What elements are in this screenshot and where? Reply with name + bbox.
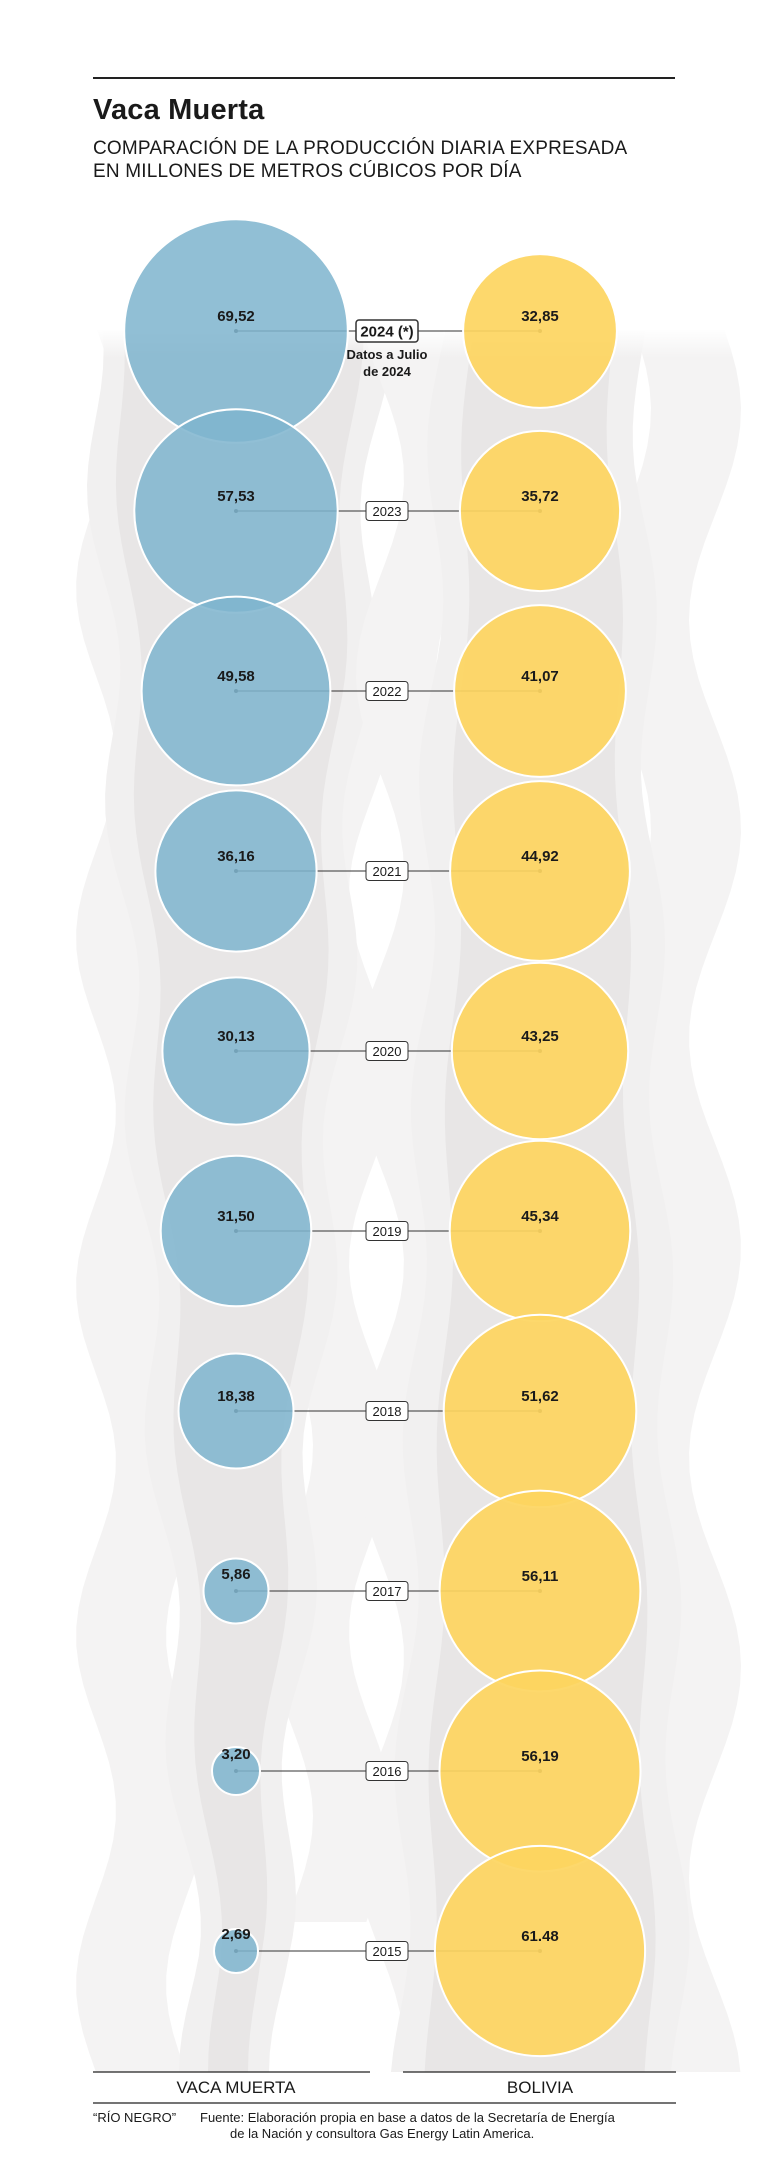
footer-credit: “RÍO NEGRO”	[93, 2110, 177, 2125]
value-label-vaca-muerta-4: 30,13	[217, 1028, 255, 1045]
year-label-0: 2024 (*)	[360, 324, 413, 341]
source-line-2: de la Nación y consultora Gas Energy Lat…	[230, 2126, 535, 2141]
value-label-vaca-muerta-2: 49,58	[217, 668, 255, 685]
value-label-vaca-muerta-1: 57,53	[217, 488, 255, 505]
subtitle-line-1: COMPARACIÓN DE LA PRODUCCIÓN DIARIA EXPR…	[93, 138, 628, 159]
bubble-vaca-muerta-6	[177, 1352, 295, 1470]
annotation-line-2: de 2024	[363, 364, 411, 379]
value-label-bolivia-8: 56,19	[521, 1748, 559, 1765]
subtitle-line-2: EN MILLONES DE METROS CÚBICOS POR DÍA	[93, 161, 522, 182]
bubble-bolivia-2	[453, 604, 627, 778]
value-label-bolivia-2: 41,07	[521, 668, 559, 685]
page-title: Vaca Muerta	[93, 94, 265, 126]
value-label-bolivia-5: 45,34	[521, 1208, 559, 1225]
value-label-bolivia-3: 44,92	[521, 848, 559, 865]
bubble-bolivia-3	[449, 780, 631, 962]
value-label-bolivia-7: 56,11	[522, 1568, 559, 1585]
year-label-2: 2022	[373, 684, 402, 699]
annotation-line-1: Datos a Julio	[347, 347, 428, 362]
year-box-8	[365, 1761, 409, 1781]
bubble-bolivia-8	[438, 1669, 642, 1873]
value-label-vaca-muerta-0: 69,52	[217, 308, 255, 325]
value-label-vaca-muerta-3: 36,16	[217, 848, 255, 865]
bubble-vaca-muerta-4	[161, 976, 311, 1126]
year-label-3: 2021	[373, 864, 402, 879]
value-label-bolivia-9: 61.48	[521, 1928, 559, 1945]
value-label-vaca-muerta-5: 31,50	[217, 1208, 255, 1225]
year-label-1: 2023	[373, 504, 402, 519]
right-outer-band-right	[599, 330, 741, 2072]
bubble-bolivia-5	[448, 1139, 632, 1323]
year-box-1	[365, 501, 409, 521]
bubble-vaca-muerta-8	[211, 1746, 261, 1796]
value-label-vaca-muerta-8: 3,20	[221, 1746, 250, 1763]
year-box-9	[365, 1941, 409, 1961]
year-label-9: 2015	[373, 1944, 402, 1959]
year-box-0	[355, 319, 419, 343]
column-label-vaca-muerta: VACA MUERTA	[176, 2078, 296, 2097]
value-label-bolivia-6: 51,62	[521, 1388, 559, 1405]
wavy-background	[0, 328, 783, 2072]
bubble-vaca-muerta-1	[133, 408, 339, 614]
value-label-vaca-muerta-6: 18,38	[217, 1388, 255, 1405]
bubble-vaca-muerta-3	[154, 789, 318, 953]
year-box-5	[365, 1221, 409, 1241]
bubble-bolivia-7	[438, 1489, 642, 1693]
year-box-4	[365, 1041, 409, 1061]
bubble-bolivia-6	[442, 1313, 638, 1509]
value-label-vaca-muerta-7: 5,86	[221, 1566, 250, 1583]
value-label-bolivia-1: 35,72	[521, 488, 559, 505]
column-label-bolivia: BOLIVIA	[507, 2078, 574, 2097]
top-rule	[93, 77, 675, 79]
year-box-6	[365, 1401, 409, 1421]
year-label-8: 2016	[373, 1764, 402, 1779]
bubble-vaca-muerta-7	[202, 1557, 270, 1625]
year-label-6: 2018	[373, 1404, 402, 1419]
source-line-1: Fuente: Elaboración propia en base a dat…	[200, 2110, 615, 2125]
bubble-bolivia-1	[458, 429, 622, 593]
year-label-7: 2017	[373, 1584, 402, 1599]
value-label-bolivia-0: 32,85	[521, 308, 559, 325]
page-subtitle: COMPARACIÓN DE LA PRODUCCIÓN DIARIA EXPR…	[93, 137, 713, 183]
year-box-3	[365, 861, 409, 881]
bubble-vaca-muerta-2	[140, 595, 332, 787]
year-label-5: 2019	[373, 1224, 402, 1239]
bubbles	[123, 218, 647, 2058]
bubble-bolivia-0	[462, 253, 618, 409]
bubble-vaca-muerta-5	[159, 1154, 313, 1308]
value-label-vaca-muerta-9: 2,69	[221, 1926, 250, 1943]
year-box-7	[365, 1581, 409, 1601]
bubble-bolivia-4	[450, 961, 630, 1141]
year-label-4: 2020	[373, 1044, 402, 1059]
labels: 69,52 32,85 2024 (*) 57,53 35,72 2023 49,58 41,…	[93, 308, 676, 2104]
footer-source: Fuente: Elaboración propia en base a dat…	[200, 2110, 670, 2142]
year-box-2	[365, 681, 409, 701]
bubble-vaca-muerta-9	[213, 1928, 259, 1974]
bubble-bolivia-9	[433, 1844, 647, 2058]
value-label-bolivia-4: 43,25	[521, 1028, 559, 1045]
